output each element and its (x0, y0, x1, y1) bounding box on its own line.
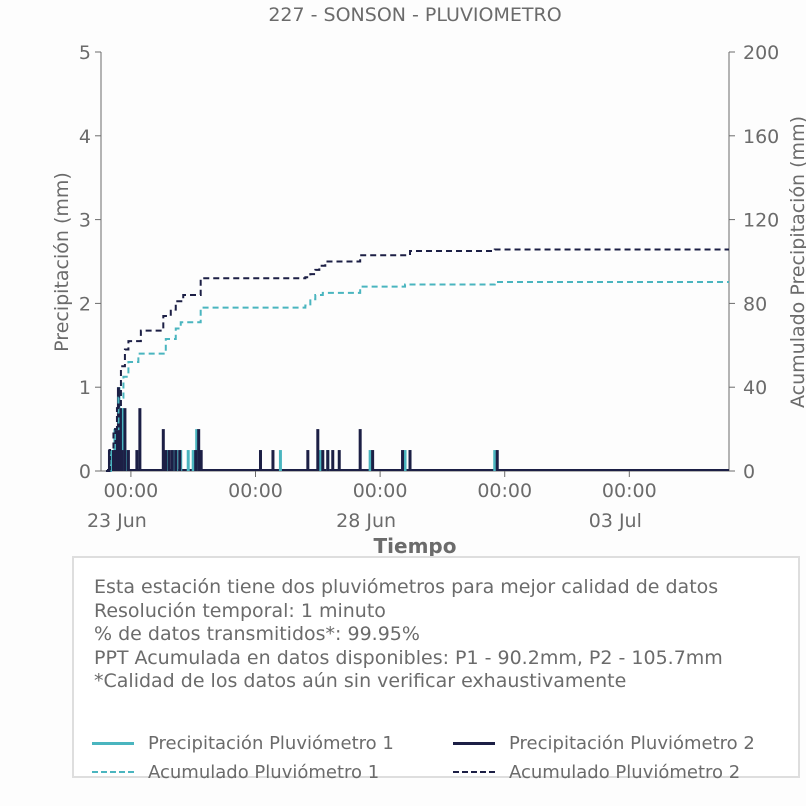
p2-precip-bar (135, 450, 139, 471)
p2-precip-bar (170, 450, 174, 471)
p2-precip-bar (114, 429, 118, 471)
x-tick-label: 00:00 (228, 480, 283, 502)
y2-tick-label: 0 (743, 461, 755, 483)
p1-precip-bar (186, 450, 190, 471)
p2-precip-bar (118, 408, 122, 471)
info-line-quality: *Calidad de los datos aún sin verificar … (94, 670, 627, 692)
p2-precip-bar (126, 450, 130, 471)
p2-precip-bar (111, 450, 115, 471)
p2-precip-bar (495, 450, 499, 471)
x-tick-label: 00:00 (602, 480, 657, 502)
x-axis-label: Tiempo (374, 534, 457, 556)
info-line-accumulated: PPT Acumulada en datos disponibles: P1 -… (94, 646, 723, 669)
y2-tick-label: 120 (743, 210, 779, 232)
legend-label: Acumulado Pluviómetro 1 (148, 761, 380, 783)
y2-tick-label: 80 (743, 293, 767, 315)
p2-precip-bar (401, 450, 405, 471)
p2-precip-bar (161, 429, 165, 471)
y-tick-label: 4 (79, 126, 91, 148)
p2-accum-line (105, 248, 729, 472)
p2-precip-bar (123, 408, 127, 471)
legend-swatch (453, 741, 495, 745)
p2-precip-bar (371, 450, 375, 471)
legend-item-p1-precip: Precipitación Pluviómetro 1 (92, 730, 394, 756)
x-date-label: 03 Jul (589, 510, 642, 532)
y-tick-label: 0 (79, 461, 91, 483)
p2-precip-bar (316, 429, 320, 471)
p2-precip-bar (258, 450, 262, 471)
p1-precip-bar (191, 450, 195, 471)
p2-precip-bar (408, 450, 412, 471)
legend-item-p2-precip: Precipitación Pluviómetro 2 (453, 730, 755, 756)
info-line-transmitted: % de datos transmitidos*: 99.95% (94, 623, 420, 645)
p1-precip-bar (493, 450, 497, 471)
y2-tick-label: 40 (743, 377, 767, 399)
p2-precip-bar (167, 450, 171, 471)
p2-precip-bar (164, 450, 168, 471)
p2-precip-bar (174, 450, 178, 471)
info-line-resolution: Resolución temporal: 1 minuto (94, 599, 386, 622)
y-tick-label: 5 (79, 42, 91, 64)
p2-precip-bar (178, 450, 182, 471)
y-tick-label: 1 (79, 377, 91, 399)
p2-precip-bar (199, 450, 203, 471)
p1-precip-bar (318, 450, 322, 471)
precipitation-chart: 227 - SONSON - PLUVIOMETRO 0 1 2 3 4 5 0 40 80 12… (51, 4, 806, 556)
legend-swatch (92, 741, 134, 745)
legend-item-p2-accum: Acumulado Pluviómetro 2 (453, 759, 740, 785)
x-tick-label: 00:00 (104, 480, 159, 502)
legend-swatch (453, 771, 495, 773)
x-date-label: 23 Jun (87, 510, 147, 532)
p2-precip-bar (197, 429, 201, 471)
p2-precip-bar (120, 450, 124, 471)
p1-precip-bar (403, 450, 407, 471)
legend-label: Precipitación Pluviómetro 1 (148, 732, 394, 754)
y-axis-label: Precipitación (mm) (51, 172, 73, 352)
x-tick-label: 00:00 (477, 480, 532, 502)
p1-precip-bar (278, 450, 282, 471)
info-box: Esta estación tiene dos pluviómetros par… (72, 556, 800, 783)
p1-precip-bar (120, 408, 124, 471)
p2-precip-bar (326, 450, 330, 471)
x-tick-label: 00:00 (353, 480, 408, 502)
y2-tick-label: 200 (743, 42, 779, 64)
p2-precip-bar (331, 450, 335, 471)
y2-tick-label: 160 (743, 126, 779, 148)
y-tick-label: 3 (79, 210, 91, 232)
legend-label: Acumulado Pluviómetro 2 (509, 761, 741, 783)
plot-area: 0 1 2 3 4 5 0 40 80 120 160 200 00:00 23 Jun 00:00 00:0… (79, 42, 779, 532)
p1-precip-bar (368, 450, 372, 471)
info-line-stations: Esta estación tiene dos pluviómetros par… (94, 576, 719, 598)
legend-label: Precipitación Pluviómetro 2 (509, 732, 755, 754)
p1-accum-line (105, 281, 729, 472)
p2-precip-bar (306, 450, 310, 471)
p2-precip-bar (358, 429, 362, 471)
p2-precip-bar (337, 450, 341, 471)
y2-axis-label: Acumulado Precipitación (mm) (787, 116, 806, 408)
info-text: Esta estación tiene dos pluviómetros par… (94, 576, 723, 694)
legend-swatch (92, 771, 134, 773)
chart-legend: Precipitación Pluviómetro 1 Precipitació… (92, 730, 792, 790)
p2-precip-bar (194, 450, 198, 471)
p2-precip-bar (138, 408, 142, 471)
p2-precip-bar (321, 450, 325, 471)
legend-item-p1-accum: Acumulado Pluviómetro 1 (92, 759, 379, 785)
x-date-label: 28 Jun (336, 510, 396, 532)
p2-precip-bar (271, 450, 275, 471)
chart-title: 227 - SONSON - PLUVIOMETRO (268, 4, 561, 26)
y-tick-label: 2 (79, 293, 91, 315)
